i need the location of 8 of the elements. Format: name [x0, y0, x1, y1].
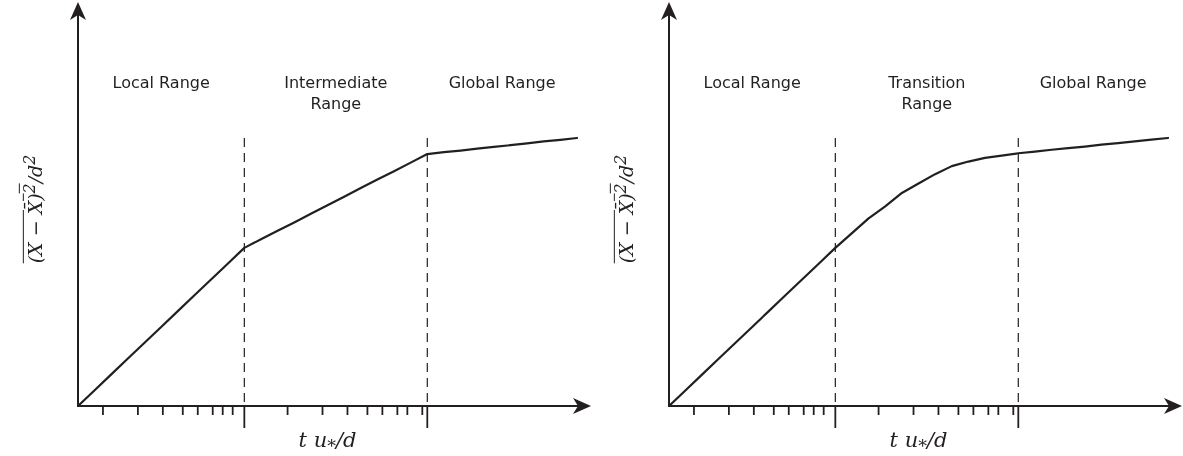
- text: Local Range: [111, 72, 211, 93]
- text: Global Range: [447, 72, 557, 93]
- text: Intermediate Range: [283, 72, 389, 114]
- x-axis-title: t u$_{*}$/d: [889, 428, 948, 456]
- text: Local Range: [702, 72, 802, 93]
- text: Global Range: [1038, 72, 1148, 93]
- text: Transition Range: [887, 72, 967, 114]
- x-axis-title: t u$_{*}$/d: [298, 428, 357, 456]
